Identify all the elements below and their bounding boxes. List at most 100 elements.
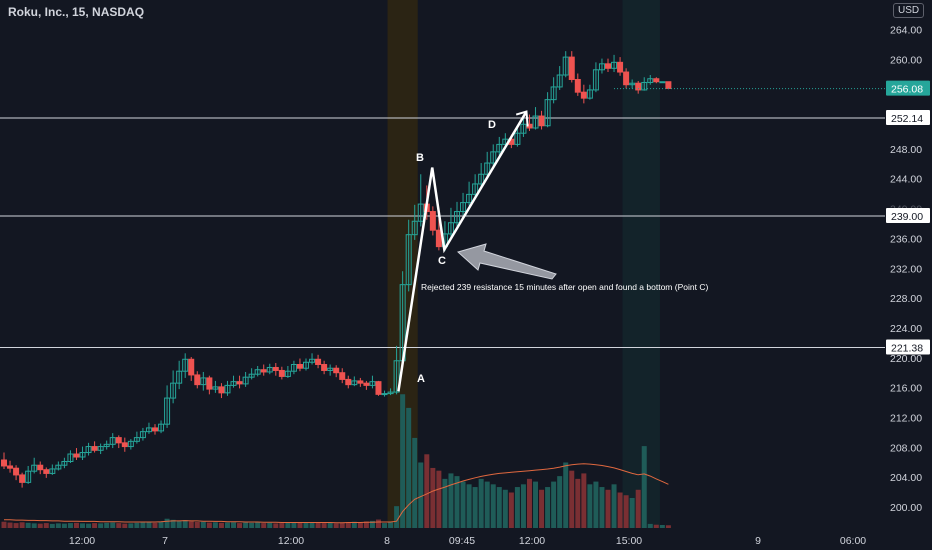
volume-bar <box>581 473 587 528</box>
candle-body <box>121 442 128 448</box>
time-axis-tick: 06:00 <box>840 535 866 547</box>
candle-body <box>278 369 285 377</box>
candle-body <box>411 220 418 236</box>
candle-body <box>164 397 171 425</box>
candle-body <box>514 132 521 145</box>
candle-body <box>623 71 630 86</box>
candle-body <box>97 446 104 451</box>
candle-body <box>73 453 80 458</box>
candle-body <box>327 367 334 371</box>
volume-bar <box>243 522 249 528</box>
volume-bar <box>73 522 79 528</box>
currency-button[interactable]: USD <box>893 3 925 18</box>
volume-bar <box>267 522 273 528</box>
time-axis-tick: 7 <box>162 535 168 547</box>
time-axis-tick: 15:00 <box>616 535 642 547</box>
point-label-d: D <box>488 119 496 131</box>
candle-body <box>188 358 195 376</box>
volume-bar <box>321 523 327 528</box>
volume-bar <box>249 522 255 528</box>
volume-bar <box>406 407 412 528</box>
candle-body <box>115 437 122 444</box>
candle-body <box>345 378 352 386</box>
volume-bar <box>200 521 206 528</box>
volume-bar <box>526 478 532 528</box>
volume-bar <box>13 523 19 528</box>
price-axis-tick: 236.00 <box>890 233 922 245</box>
candle-body <box>484 162 491 175</box>
level-price-label: 239.00 <box>891 211 923 223</box>
volume-bar <box>212 522 218 528</box>
candle-body <box>182 358 189 372</box>
volume-bar <box>25 522 31 528</box>
volume-bar <box>460 481 466 528</box>
volume-bar <box>412 437 418 528</box>
volume-bar <box>369 520 375 528</box>
volume-bar <box>164 518 170 528</box>
time-axis-tick: 12:00 <box>69 535 95 547</box>
volume-bar <box>351 521 357 528</box>
candle-body <box>266 366 273 373</box>
volume-bar <box>182 520 188 528</box>
volume-bar <box>629 497 635 528</box>
volume-bar <box>442 478 448 528</box>
candle-body <box>454 211 460 224</box>
volume-bar <box>122 523 128 528</box>
abcd-pattern-line[interactable] <box>397 110 528 392</box>
candle-body <box>1 459 7 467</box>
volume-bar <box>520 484 526 528</box>
volume-bar <box>653 524 659 528</box>
candle-body <box>242 376 249 385</box>
candle-body <box>37 464 44 471</box>
price-axis-tick: 220.00 <box>890 353 922 365</box>
volume-bar <box>436 470 442 528</box>
volume-bar <box>158 521 164 528</box>
volume-bar <box>551 481 557 528</box>
volume-bar <box>647 523 653 528</box>
volume-bar <box>569 470 575 528</box>
volume-bar <box>472 487 478 528</box>
candle-body <box>635 82 642 91</box>
candle-body <box>641 81 648 91</box>
candle-body <box>91 446 98 451</box>
volume-bar <box>327 522 333 528</box>
volume-bar <box>61 523 67 528</box>
symbol-title[interactable]: Roku, Inc., 15, NASDAQ <box>8 5 145 19</box>
volume-bar <box>128 523 134 528</box>
volume-bar <box>623 495 629 528</box>
volume-bar <box>134 522 140 528</box>
level-price-badge <box>886 339 930 355</box>
candle-body <box>472 183 479 195</box>
price-axis-tick: 216.00 <box>890 383 922 395</box>
volume-bar <box>424 454 430 528</box>
candle-body <box>290 363 297 372</box>
candle-body <box>478 173 485 185</box>
volume-bar <box>43 523 49 528</box>
volume-bar <box>80 523 86 528</box>
price-axis-tick: 232.00 <box>890 263 922 275</box>
candle-body <box>296 363 303 369</box>
candle-body <box>598 63 605 71</box>
volume-bar <box>279 523 285 528</box>
volume-bar <box>659 524 665 528</box>
candle-body <box>393 360 400 393</box>
volume-bar <box>231 522 237 528</box>
candle-body <box>194 374 201 386</box>
candle-body <box>629 82 636 86</box>
candle-body <box>85 446 92 454</box>
candle-body <box>405 234 412 286</box>
price-axis-tick: 228.00 <box>890 293 922 305</box>
candle-body <box>139 431 146 439</box>
annotation-text: Rejected 239 resistance 15 minutes after… <box>421 282 708 292</box>
candle-body <box>611 61 618 69</box>
price-axis-tick: 200.00 <box>890 502 922 514</box>
volume-bar <box>297 522 303 528</box>
annotation-arrow[interactable] <box>456 243 557 280</box>
volume-bar <box>86 523 92 528</box>
volume-bar <box>146 521 152 528</box>
candle-body <box>236 381 243 385</box>
candle-body <box>109 437 116 445</box>
point-label-b: B <box>416 152 424 164</box>
postmarket-session-band <box>622 0 660 528</box>
